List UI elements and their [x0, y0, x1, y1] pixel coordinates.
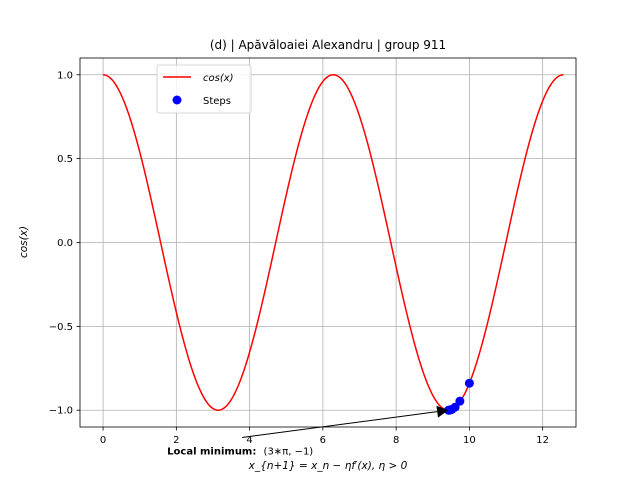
x-tick-label: 2	[173, 435, 179, 446]
x-tick-label: 12	[536, 435, 549, 446]
step-point	[455, 396, 465, 406]
x-tick-label: 10	[463, 435, 476, 446]
legend-swatch-steps	[172, 95, 182, 105]
step-point	[444, 405, 454, 415]
legend-label-steps: Steps	[203, 96, 231, 107]
annotation-label-bold: Local minimum:	[167, 446, 256, 457]
series-line-cos	[103, 74, 564, 411]
legend: cos(x) Steps	[156, 64, 252, 114]
y-tick-label: 1.0	[57, 70, 73, 81]
annotation-arrow	[242, 411, 438, 438]
x-tick-label: 8	[393, 435, 399, 446]
annotation-label: Local minimum: (3∗π, −1)	[167, 446, 313, 457]
x-axis-title: x_{n+1} = x_n − ηf′(x), η > 0	[248, 460, 408, 472]
step-point	[464, 378, 474, 388]
y-tick-label: −1.0	[49, 406, 73, 417]
y-axis-title: cos(x)	[18, 226, 30, 258]
annotation-arrow-head	[436, 405, 449, 418]
x-tick-label: 0	[100, 435, 106, 446]
y-tick-label: 0.5	[57, 154, 73, 165]
x-axis: 0 2 4 6 8 10 12	[100, 427, 549, 446]
x-tick-label: 4	[246, 435, 252, 446]
annotation: Local minimum: (3∗π, −1)	[167, 405, 449, 457]
y-tick-label: 0.0	[57, 238, 73, 249]
series-steps	[444, 378, 474, 415]
plot-area	[103, 74, 564, 415]
chart-title: (d) | Apăvăloaiei Alexandru | group 911	[210, 38, 446, 52]
annotation-label-value: (3∗π, −1)	[264, 446, 314, 457]
y-axis: −1.0 −0.5 0.0 0.5 1.0	[49, 70, 80, 417]
legend-label-cos: cos(x)	[203, 73, 234, 84]
y-tick-label: −0.5	[49, 322, 73, 333]
x-tick-label: 6	[320, 435, 326, 446]
